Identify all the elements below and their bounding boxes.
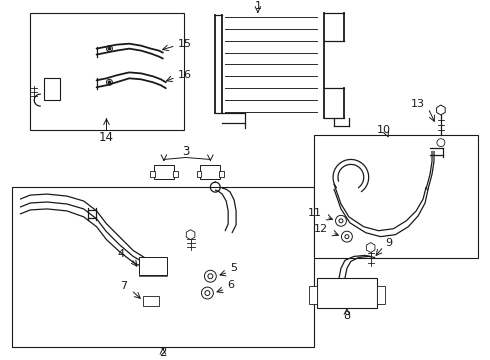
Text: 5: 5 bbox=[230, 263, 237, 273]
Text: 2: 2 bbox=[159, 346, 167, 359]
Bar bbox=[314, 135, 478, 258]
Bar bbox=[377, 286, 385, 304]
Bar bbox=[173, 171, 178, 177]
Text: 10: 10 bbox=[376, 125, 391, 135]
Text: 11: 11 bbox=[308, 208, 322, 218]
Bar bbox=[200, 165, 220, 179]
Bar bbox=[44, 78, 60, 100]
Bar bbox=[143, 296, 159, 306]
Circle shape bbox=[108, 81, 111, 84]
Text: 9: 9 bbox=[386, 238, 392, 248]
Bar bbox=[30, 13, 184, 130]
Circle shape bbox=[108, 48, 111, 50]
Text: 16: 16 bbox=[178, 70, 192, 80]
Bar bbox=[219, 171, 224, 177]
Text: 15: 15 bbox=[178, 39, 192, 49]
Bar bbox=[196, 171, 201, 177]
Text: 3: 3 bbox=[182, 145, 189, 158]
Text: 6: 6 bbox=[227, 280, 234, 290]
Bar bbox=[309, 286, 317, 304]
Text: 4: 4 bbox=[118, 249, 125, 260]
Text: 7: 7 bbox=[120, 281, 127, 291]
Bar bbox=[154, 165, 174, 179]
Bar bbox=[317, 278, 377, 308]
Text: 1: 1 bbox=[254, 1, 261, 11]
Bar bbox=[12, 187, 314, 347]
Text: 12: 12 bbox=[314, 224, 328, 234]
Bar bbox=[139, 257, 167, 275]
Bar bbox=[150, 171, 155, 177]
Text: 8: 8 bbox=[343, 311, 350, 321]
Text: 13: 13 bbox=[411, 99, 425, 109]
Text: 14: 14 bbox=[99, 131, 114, 144]
